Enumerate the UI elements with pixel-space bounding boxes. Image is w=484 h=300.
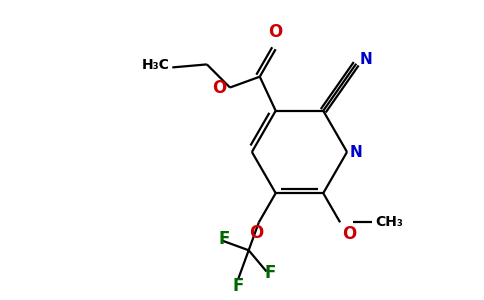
Text: O: O [249,224,263,242]
Text: F: F [233,277,244,295]
Text: F: F [219,230,230,248]
Text: N: N [350,146,363,160]
Text: O: O [212,79,226,97]
Text: O: O [342,225,356,243]
Text: CH₃: CH₃ [375,215,403,229]
Text: F: F [265,265,276,283]
Text: O: O [269,23,283,41]
Text: H₃C: H₃C [141,58,169,72]
Text: N: N [359,52,372,67]
